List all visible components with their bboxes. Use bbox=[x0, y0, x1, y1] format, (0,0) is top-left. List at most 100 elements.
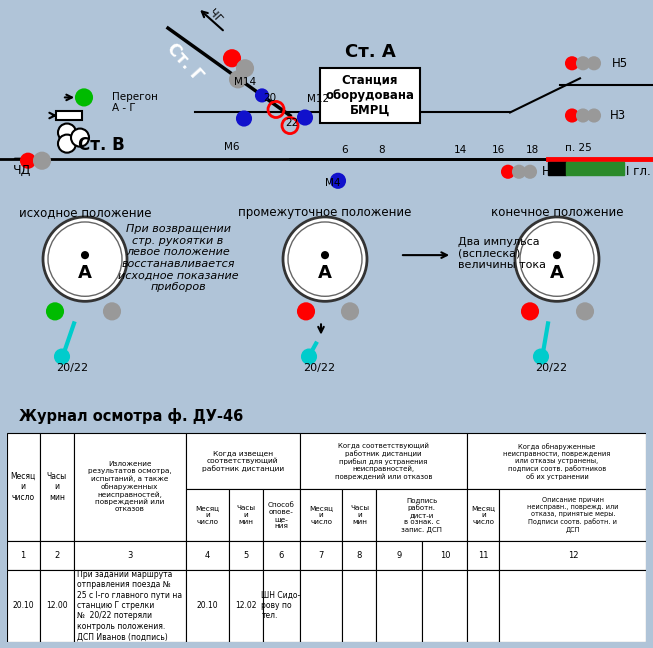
Text: Часы
и
мин: Часы и мин bbox=[47, 472, 67, 502]
Circle shape bbox=[513, 166, 525, 178]
Circle shape bbox=[515, 217, 599, 301]
Bar bbox=[300, 433, 468, 489]
Circle shape bbox=[76, 89, 92, 106]
Text: исходное положение: исходное положение bbox=[19, 207, 151, 220]
Text: 10: 10 bbox=[439, 551, 450, 560]
Bar bbox=[468, 570, 500, 642]
Text: 20/22: 20/22 bbox=[535, 363, 567, 373]
Circle shape bbox=[298, 303, 314, 319]
Bar bbox=[300, 570, 343, 642]
Text: Способ
опове-
ще-
ния: Способ опове- ще- ния bbox=[268, 502, 295, 529]
Circle shape bbox=[522, 303, 538, 319]
Bar bbox=[229, 489, 263, 541]
Text: M4: M4 bbox=[325, 178, 341, 188]
Bar bbox=[74, 541, 185, 570]
Text: Подпись
работн.
дист-и
в ознак. с
запис. ДСП: Подпись работн. дист-и в ознак. с запис.… bbox=[402, 498, 442, 533]
Text: I гл.: I гл. bbox=[626, 165, 650, 178]
Text: Перегон
А - Г: Перегон А - Г bbox=[112, 91, 158, 113]
Text: 20/22: 20/22 bbox=[56, 363, 88, 373]
Text: п. 25: п. 25 bbox=[565, 143, 592, 153]
Text: Журнал осмотра ф. ДУ-46: Журнал осмотра ф. ДУ-46 bbox=[20, 408, 244, 424]
Text: Станция
оборудована
БМРЦ: Станция оборудована БМРЦ bbox=[325, 74, 415, 117]
Circle shape bbox=[534, 349, 548, 364]
Bar bbox=[263, 489, 300, 541]
Text: H5: H5 bbox=[612, 57, 628, 70]
Text: 12: 12 bbox=[567, 551, 578, 560]
Text: Когда соответствующий
работник дистанции
прибыл для устранения
неисправностей,
п: Когда соответствующий работник дистанции… bbox=[335, 442, 432, 480]
Circle shape bbox=[331, 174, 345, 188]
Text: 16: 16 bbox=[491, 145, 505, 155]
Circle shape bbox=[104, 303, 120, 319]
Text: A: A bbox=[550, 264, 564, 282]
Circle shape bbox=[322, 252, 328, 258]
Text: 7: 7 bbox=[319, 551, 324, 560]
Bar bbox=[343, 570, 376, 642]
Bar bbox=[185, 570, 229, 642]
Text: 20.10: 20.10 bbox=[197, 601, 218, 610]
Text: Изложение
результатов осмотра,
испытаний, а также
обнаруженных
неисправностей,
п: Изложение результатов осмотра, испытаний… bbox=[88, 461, 172, 513]
Circle shape bbox=[58, 124, 76, 142]
Text: 20.10: 20.10 bbox=[12, 601, 34, 610]
Text: При задании маршрута
отправления поезда №
25 с I-го главного пути на
станцию Г с: При задании маршрута отправления поезда … bbox=[77, 570, 182, 642]
Circle shape bbox=[237, 60, 253, 76]
Circle shape bbox=[34, 153, 50, 168]
Text: Месяц
и
число: Месяц и число bbox=[309, 505, 333, 525]
Circle shape bbox=[224, 50, 240, 66]
Text: Ст. Г: Ст. Г bbox=[163, 40, 206, 85]
Circle shape bbox=[302, 349, 316, 364]
Circle shape bbox=[577, 303, 593, 319]
Bar bbox=[40, 541, 74, 570]
Text: 6: 6 bbox=[342, 145, 348, 155]
Text: 6: 6 bbox=[278, 551, 284, 560]
Bar bbox=[500, 570, 646, 642]
Bar bbox=[185, 541, 229, 570]
Circle shape bbox=[237, 111, 251, 126]
Text: A: A bbox=[318, 264, 332, 282]
Text: M6: M6 bbox=[224, 142, 240, 152]
Circle shape bbox=[55, 349, 69, 364]
Text: 11: 11 bbox=[478, 551, 488, 560]
Text: H3: H3 bbox=[610, 109, 626, 122]
Text: Часы
и
мин: Часы и мин bbox=[350, 505, 369, 525]
Bar bbox=[376, 541, 422, 570]
Circle shape bbox=[47, 303, 63, 319]
Circle shape bbox=[342, 303, 358, 319]
Text: Когда извещен
соответствующий
работник дистанции: Когда извещен соответствующий работник д… bbox=[202, 450, 284, 472]
Text: Часы
и
мин: Часы и мин bbox=[236, 505, 255, 525]
Text: Месяц
и
число: Месяц и число bbox=[10, 472, 36, 502]
Circle shape bbox=[588, 110, 600, 122]
Circle shape bbox=[256, 89, 268, 102]
Text: Описание причин
неисправн., поврежд. или
отказа, принятые меры.
Подписи соотв. р: Описание причин неисправн., поврежд. или… bbox=[527, 498, 618, 533]
Circle shape bbox=[566, 110, 578, 122]
Bar bbox=[7, 570, 40, 642]
Text: 5: 5 bbox=[244, 551, 249, 560]
Bar bbox=[300, 489, 343, 541]
Bar bbox=[468, 489, 500, 541]
Circle shape bbox=[577, 110, 589, 122]
Text: M14: M14 bbox=[234, 77, 256, 87]
Text: 3: 3 bbox=[127, 551, 133, 560]
Circle shape bbox=[230, 71, 246, 87]
Circle shape bbox=[566, 57, 578, 69]
Circle shape bbox=[21, 154, 35, 168]
Bar bbox=[343, 489, 376, 541]
Circle shape bbox=[58, 135, 76, 153]
Text: ЧД: ЧД bbox=[13, 164, 31, 178]
Circle shape bbox=[71, 128, 89, 146]
Text: промежуточное положение: промежуточное положение bbox=[238, 207, 411, 220]
Bar bbox=[263, 541, 300, 570]
Bar bbox=[185, 433, 300, 489]
Bar bbox=[566, 162, 624, 175]
Bar bbox=[468, 541, 500, 570]
Circle shape bbox=[524, 166, 536, 178]
Text: 4: 4 bbox=[205, 551, 210, 560]
Text: M12: M12 bbox=[307, 95, 329, 104]
Text: A: A bbox=[78, 264, 92, 282]
Bar bbox=[376, 570, 422, 642]
Circle shape bbox=[588, 57, 600, 69]
Text: 1: 1 bbox=[20, 551, 25, 560]
Bar bbox=[229, 541, 263, 570]
Text: 8: 8 bbox=[379, 145, 385, 155]
Bar bbox=[185, 489, 229, 541]
Bar bbox=[40, 570, 74, 642]
